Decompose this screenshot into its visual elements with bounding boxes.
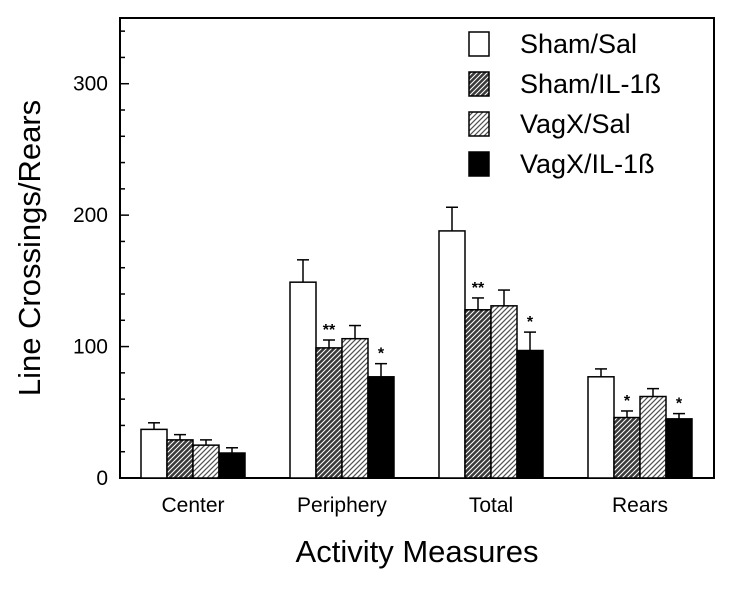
bar-rears-3 <box>665 418 693 479</box>
significance-marker: * <box>527 314 534 331</box>
bar-center-2 <box>192 444 220 479</box>
bar-total-0 <box>438 230 466 479</box>
legend-swatch <box>468 151 490 177</box>
significance-marker: * <box>378 346 385 363</box>
bar-series: ******* * <box>140 206 693 479</box>
legend-swatch <box>468 31 490 57</box>
y-tick-label: 100 <box>73 336 108 359</box>
legend-label: VagX/IL-1ß <box>520 149 655 179</box>
significance-marker: ** <box>323 322 336 339</box>
bar-periphery-2 <box>341 337 369 479</box>
plot-frame <box>119 17 715 479</box>
y-tick-label: 200 <box>73 204 108 227</box>
x-tick-label: Rears <box>612 494 668 517</box>
legend-label: Sham/IL-1ß <box>520 69 661 99</box>
bar-rears-0 <box>587 376 615 479</box>
bar-total-1 <box>464 309 492 479</box>
significance-marker: ** <box>472 280 485 297</box>
y-tick-label: 0 <box>96 467 108 490</box>
bar-total-3 <box>516 349 544 479</box>
legend-label: VagX/Sal <box>520 109 631 139</box>
legend-swatch <box>468 71 490 97</box>
bar-periphery-0 <box>289 281 317 479</box>
bar-center-1 <box>166 439 194 479</box>
legend-swatch <box>468 111 490 137</box>
y-axis: 0 100 200 300 <box>73 30 129 490</box>
legend: Sham/Sal Sham/IL-1ß VagX/Sal VagX/IL-1ß <box>468 29 661 179</box>
y-tick-label: 300 <box>73 73 108 96</box>
x-tick-label: Total <box>469 494 513 517</box>
bar-center-0 <box>140 428 168 479</box>
significance-marker: * <box>624 393 631 410</box>
y-axis-title: Line Crossings/Rears <box>12 100 47 396</box>
x-tick-label: Center <box>161 494 224 517</box>
x-axis-title: Activity Measures <box>296 534 539 569</box>
legend-label: Sham/Sal <box>520 29 637 59</box>
bar-periphery-3 <box>367 376 395 479</box>
bar-periphery-1 <box>315 347 343 479</box>
bar-total-2 <box>490 305 518 479</box>
x-tick-label: Periphery <box>297 494 387 517</box>
bar-rears-2 <box>639 395 667 479</box>
x-axis: Center Periphery Total Rears <box>161 470 668 517</box>
bar-rears-1 <box>613 416 641 479</box>
bar-center-3 <box>218 452 246 479</box>
significance-marker: * <box>676 396 683 413</box>
